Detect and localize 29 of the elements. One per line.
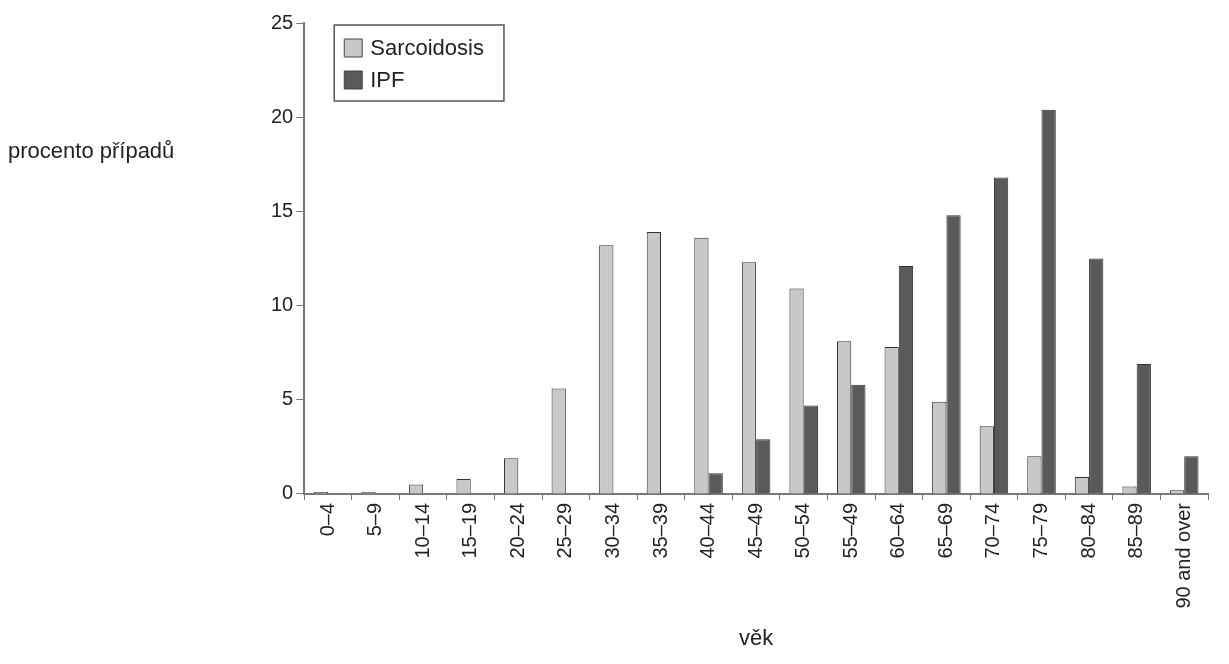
y-tick-label: 25: [271, 10, 294, 33]
x-tick-label: 70–74: [981, 502, 1004, 559]
x-tick-label: 65–69: [933, 502, 956, 559]
x-tick-label: 30–34: [600, 502, 623, 559]
x-tick-label: 55–49: [838, 502, 861, 559]
x-tick-label: 0–4: [315, 502, 338, 537]
y-tick-label: 5: [282, 387, 294, 410]
x-tick-label: 10–14: [410, 502, 433, 559]
x-tick-label: 25–29: [553, 502, 576, 559]
y-tick-label: 20: [271, 104, 294, 127]
x-tick-label: 45–49: [743, 502, 766, 559]
y-axis-title: procento případů: [8, 138, 176, 164]
x-tick-label: 85–89: [1124, 502, 1147, 559]
x-tick-label: 5–9: [363, 502, 386, 537]
x-axis-title: věk: [739, 624, 775, 650]
x-tick-label: 75–79: [1029, 502, 1052, 559]
x-tick-label: 80–84: [1076, 502, 1099, 559]
y-tick-label: 0: [282, 481, 294, 504]
x-tick-label: 20–24: [505, 502, 528, 559]
x-tick-label: 35–39: [648, 502, 671, 559]
x-tick-label: 15–19: [458, 502, 481, 559]
y-tick-label: 10: [271, 293, 294, 316]
y-tick-label: 15: [271, 198, 294, 221]
legend-label: Sarcoidosis: [370, 35, 484, 61]
x-tick-label: 60–64: [886, 502, 909, 559]
x-tick-label: 40–44: [696, 502, 719, 559]
x-tick-label: 50–54: [791, 502, 814, 559]
x-tick-label: 90 and over: [1171, 502, 1194, 609]
legend-label: IPF: [370, 67, 405, 93]
